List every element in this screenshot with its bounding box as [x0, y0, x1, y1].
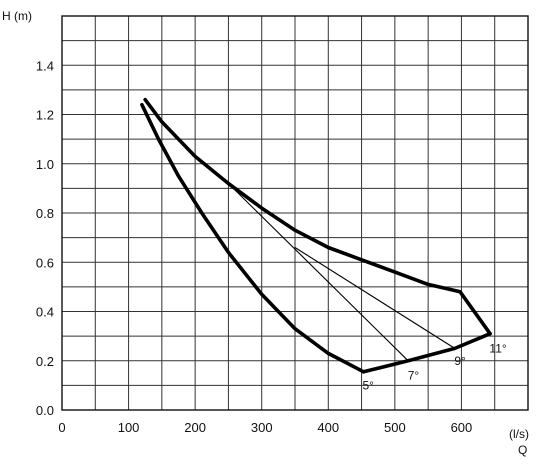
x-tick-label: 100 — [118, 420, 140, 435]
x-axis-unit: (l/s) — [509, 427, 529, 441]
series-curves — [140, 97, 492, 374]
curve-label: 7° — [408, 369, 420, 383]
series-line-11deg — [143, 97, 492, 336]
curve-annotations: 5° 7° 9° 11° — [362, 341, 506, 392]
series-line-9deg — [294, 246, 456, 349]
x-tick-label: 200 — [184, 420, 206, 435]
y-tick-label: 0.2 — [36, 354, 54, 369]
y-tick-label: 0.8 — [36, 206, 54, 221]
x-tick-label: 600 — [451, 420, 473, 435]
grid-lines — [61, 15, 529, 411]
plot-border — [61, 15, 529, 411]
y-axis-label: H (m) — [2, 9, 32, 23]
x-axis-label: Q — [518, 443, 527, 457]
curve-label: 9° — [454, 354, 466, 368]
curve-label: 5° — [362, 378, 374, 392]
x-tick-labels: 0 100 200 300 400 500 600 — [58, 420, 472, 435]
y-tick-labels: 0.0 0.2 0.4 0.6 0.8 1.0 1.2 1.4 — [36, 58, 54, 418]
series-line-7deg — [227, 182, 409, 362]
y-tick-label: 0.0 — [36, 403, 54, 418]
x-tick-label: 0 — [58, 420, 65, 435]
y-tick-label: 1.2 — [36, 108, 54, 123]
y-tick-label: 0.6 — [36, 255, 54, 270]
series-line-bottom-edge — [361, 331, 492, 374]
series-line-5deg — [140, 102, 366, 374]
x-tick-label: 400 — [317, 420, 339, 435]
y-tick-label: 0.4 — [36, 305, 54, 320]
curve-label: 11° — [489, 341, 506, 355]
y-tick-label: 1.0 — [36, 157, 54, 172]
y-tick-label: 1.4 — [36, 58, 54, 73]
x-tick-label: 500 — [384, 420, 406, 435]
x-tick-label: 300 — [251, 420, 273, 435]
